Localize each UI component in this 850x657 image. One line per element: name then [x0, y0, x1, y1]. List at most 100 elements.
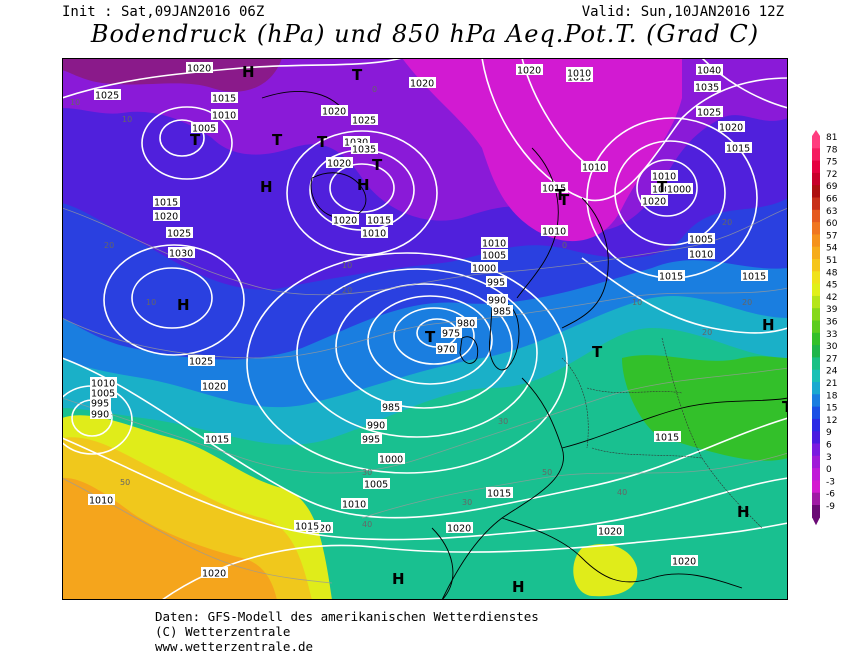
footer-website-link[interactable]: www.wetterzentrale.de: [155, 639, 314, 654]
colorbar-swatch: [812, 271, 820, 285]
isobar-label: 1020: [187, 64, 211, 75]
colorbar-tick-label: 45: [826, 281, 837, 291]
colorbar-tick-label: 15: [826, 404, 837, 414]
isobar-label: 1020: [642, 197, 666, 208]
isobar-label-bg: [725, 142, 752, 153]
colorbar-swatch: [812, 320, 820, 334]
colorbar-swatch: [812, 160, 820, 174]
isobar-label-bg: [381, 401, 402, 412]
isobar-label: 1010: [542, 227, 566, 238]
isobar-label: 1020: [410, 79, 434, 90]
colorbar-tick-label: 69: [826, 182, 838, 192]
temperature-contours: [62, 207, 788, 584]
isobar-label-bg: [321, 105, 348, 116]
pressure-center-symbol: T: [592, 343, 603, 361]
isobar-label: 1020: [202, 382, 226, 393]
colorbar-swatch: [812, 185, 820, 198]
isobar-label-bg: [191, 122, 218, 133]
init-time: Init : Sat,09JAN2016 06Z: [62, 4, 265, 20]
isobar-label-bg: [671, 555, 698, 566]
isobar-label-bg: [666, 183, 693, 194]
pressure-center-symbol: H: [512, 578, 525, 596]
isobar-label-bg: [326, 157, 353, 168]
isobar-label: 1040: [697, 66, 721, 77]
colorbar-tick-label: 36: [826, 318, 838, 328]
isobar-label: 1020: [333, 216, 357, 227]
isobar-label: 1020: [598, 527, 622, 538]
isobar-label-bg: [492, 305, 513, 316]
isobar-label-bg: [168, 247, 195, 258]
isobar-label: 1030: [169, 249, 193, 260]
isobar-label-bg: [204, 433, 231, 444]
colorbar-tick-label: 51: [826, 256, 837, 266]
isobar-label-bg: [481, 249, 508, 260]
temperature-contour-label: 40: [617, 488, 627, 497]
coastlines: [261, 90, 788, 600]
isobar-label-bg: [90, 387, 117, 398]
isobar-label-bg: [332, 214, 359, 225]
isobar-label: 1020: [202, 569, 226, 580]
temperature-contour-label: 30: [462, 498, 472, 507]
colorbar-tick-label: 21: [826, 379, 837, 389]
isobar-label: 1000: [379, 455, 403, 466]
colorbar-swatch: [812, 172, 820, 186]
colorbar-tick-label: 60: [826, 219, 838, 229]
isobar-label: 990: [367, 421, 385, 432]
colorbar-swatch: [812, 369, 820, 383]
temperature-contour-label: 30: [362, 468, 372, 477]
isobar-label-bg: [378, 453, 405, 464]
colorbar-swatch: [812, 505, 820, 518]
isobar-label: 1005: [482, 251, 506, 262]
isobar-label: 1010: [567, 69, 591, 80]
isobar-label-bg: [597, 525, 624, 536]
isobar-label: 1015: [542, 184, 566, 195]
isobar-label: 1010: [91, 379, 115, 390]
temperature-contour-label: 40: [362, 520, 372, 529]
temperature-contour-label: 30: [498, 417, 508, 426]
colorbar-swatch: [812, 222, 820, 235]
colorbar-tick-label: 42: [826, 293, 837, 303]
isobar-label: 975: [442, 329, 460, 340]
colorbar-swatch: [812, 148, 820, 162]
isobar-label: 1020: [517, 66, 541, 77]
colorbar-tick-label: 39: [826, 305, 838, 315]
isobar-label-bg: [654, 431, 681, 442]
isobar-label: 1005: [192, 124, 216, 135]
isobar-label-bg: [90, 377, 117, 388]
isobar-label-bg: [446, 522, 473, 533]
colorbar-legend: 8178757269666360575451484542393633302724…: [812, 130, 838, 526]
isobar-label: 1015: [726, 144, 750, 155]
isobar-label-bg: [581, 161, 608, 172]
colorbar-swatch: [812, 431, 820, 444]
colorbar-tick-label: 9: [826, 428, 832, 438]
isobar-label: 980: [457, 319, 475, 330]
isobar-label: 1025: [352, 116, 376, 127]
isobar-label: 1000: [667, 185, 691, 196]
isobar-label-bg: [366, 419, 387, 430]
temperature-contour-label: 20: [104, 241, 114, 250]
isobar-label: 1035: [352, 145, 376, 156]
isobar-label: 1010: [689, 250, 713, 261]
colorbar-swatch: [812, 197, 820, 211]
colorbar-tick-label: 81: [826, 133, 837, 143]
colorbar-tick-label: 24: [826, 367, 838, 377]
colorbar-swatch: [812, 418, 820, 432]
temperature-contour-label: 0: [372, 85, 377, 94]
isobar-label-bg: [201, 380, 228, 391]
isobars: [62, 58, 788, 600]
pressure-center-symbol: H: [737, 503, 750, 521]
isobar-label-bg: [94, 89, 121, 100]
isobar-label: 1000: [472, 264, 496, 275]
isobar-label-bg: [188, 355, 215, 366]
colorbar-swatch: [812, 382, 820, 395]
isobar-label-bg: [366, 214, 393, 225]
isobar-label-bg: [541, 182, 568, 193]
isobar-label: 990: [91, 410, 109, 421]
colorbar-max-arrow: [812, 130, 820, 136]
isobar-label-bg: [651, 170, 678, 181]
isobar-label-bg: [363, 478, 390, 489]
isobar-label-bg: [486, 487, 513, 498]
pressure-center-symbol: H: [762, 316, 775, 334]
isobar-label-bg: [90, 397, 111, 408]
